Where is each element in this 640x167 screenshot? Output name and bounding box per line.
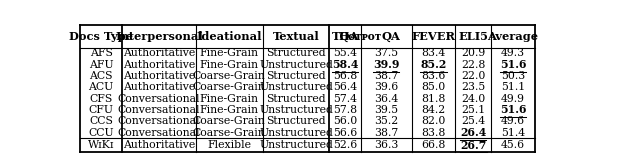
Text: Structured: Structured: [266, 71, 326, 81]
Text: 50.3: 50.3: [501, 71, 525, 81]
Text: 38.7: 38.7: [374, 128, 399, 138]
Text: Unstructured: Unstructured: [259, 140, 333, 150]
Text: 22.0: 22.0: [461, 71, 486, 81]
Text: 58.4: 58.4: [332, 59, 358, 70]
Text: 22.8: 22.8: [461, 60, 486, 70]
Text: Unstructured: Unstructured: [259, 128, 333, 138]
Text: TQA: TQA: [332, 31, 359, 42]
Text: AFS: AFS: [90, 48, 113, 58]
Text: ACS: ACS: [90, 71, 113, 81]
Text: 82.0: 82.0: [422, 116, 446, 126]
Text: Docs Type: Docs Type: [69, 31, 133, 42]
Text: Coarse-Grain: Coarse-Grain: [193, 128, 266, 138]
Text: Structured: Structured: [266, 48, 326, 58]
Text: CFS: CFS: [90, 94, 113, 104]
Text: 39.5: 39.5: [374, 105, 398, 115]
Text: Conversational: Conversational: [118, 94, 200, 104]
Text: 56.4: 56.4: [333, 82, 357, 92]
Text: Conversational: Conversational: [118, 116, 200, 126]
Text: 52.6: 52.6: [333, 140, 357, 150]
Text: Unstructured: Unstructured: [259, 60, 333, 70]
Text: Fine-Grain: Fine-Grain: [200, 94, 259, 104]
Text: 49.6: 49.6: [501, 116, 525, 126]
Text: Ideational: Ideational: [196, 31, 262, 42]
Text: Structured: Structured: [266, 116, 326, 126]
Text: 36.4: 36.4: [374, 94, 399, 104]
Text: CCS: CCS: [89, 116, 113, 126]
Text: 51.6: 51.6: [500, 59, 526, 70]
Text: 49.3: 49.3: [501, 48, 525, 58]
Text: 39.9: 39.9: [373, 59, 399, 70]
Text: 84.2: 84.2: [422, 105, 446, 115]
Text: 56.0: 56.0: [333, 116, 357, 126]
Text: 39.6: 39.6: [374, 82, 399, 92]
Text: Authoritative: Authoritative: [123, 60, 195, 70]
Text: 23.5: 23.5: [461, 82, 486, 92]
Text: AFU: AFU: [89, 60, 113, 70]
Text: ACU: ACU: [88, 82, 114, 92]
Text: 66.8: 66.8: [422, 140, 446, 150]
Text: Fine-Grain: Fine-Grain: [200, 105, 259, 115]
Text: QA: QA: [381, 31, 400, 42]
Text: 36.3: 36.3: [374, 140, 399, 150]
Text: 55.4: 55.4: [333, 48, 357, 58]
Text: 51.6: 51.6: [500, 104, 526, 115]
Text: Average: Average: [488, 31, 538, 42]
Text: 51.4: 51.4: [501, 128, 525, 138]
Text: Conversational: Conversational: [118, 105, 200, 115]
Text: 83.6: 83.6: [422, 71, 446, 81]
Text: CCU: CCU: [88, 128, 114, 138]
Text: 24.0: 24.0: [461, 94, 486, 104]
Text: Coarse-Grain: Coarse-Grain: [193, 82, 266, 92]
Text: Textual: Textual: [273, 31, 319, 42]
Text: Fine-Grain: Fine-Grain: [200, 48, 259, 58]
Text: 56.8: 56.8: [333, 71, 357, 81]
Text: 26.4: 26.4: [460, 127, 486, 138]
Text: Conversational: Conversational: [118, 128, 200, 138]
Text: 85.2: 85.2: [420, 59, 447, 70]
Text: Authoritative: Authoritative: [123, 48, 195, 58]
Text: Hᴏᴛᴘᴏᴛ: Hᴏᴛᴘᴏᴛ: [338, 31, 381, 42]
Text: Unstructured: Unstructured: [259, 105, 333, 115]
Text: 45.6: 45.6: [501, 140, 525, 150]
Text: 26.7: 26.7: [460, 140, 486, 151]
Text: Flexible: Flexible: [207, 140, 251, 150]
Text: 20.9: 20.9: [461, 48, 486, 58]
Text: FEVER: FEVER: [412, 31, 456, 42]
Text: 57.8: 57.8: [333, 105, 357, 115]
Text: Fine-Grain: Fine-Grain: [200, 60, 259, 70]
Text: 37.5: 37.5: [374, 48, 398, 58]
Text: 85.0: 85.0: [422, 82, 446, 92]
Text: 81.8: 81.8: [422, 94, 446, 104]
Text: 83.8: 83.8: [422, 128, 446, 138]
Text: Coarse-Grain: Coarse-Grain: [193, 116, 266, 126]
Text: Coarse-Grain: Coarse-Grain: [193, 71, 266, 81]
Text: 25.1: 25.1: [461, 105, 486, 115]
Text: 25.4: 25.4: [461, 116, 485, 126]
Text: Authoritative: Authoritative: [123, 71, 195, 81]
Text: 57.4: 57.4: [333, 94, 357, 104]
Text: WɪKɪ: WɪKɪ: [88, 140, 115, 150]
Text: CFU: CFU: [88, 105, 113, 115]
Text: 56.6: 56.6: [333, 128, 357, 138]
Text: Structured: Structured: [266, 94, 326, 104]
Text: 38.7: 38.7: [374, 71, 399, 81]
Text: ELI5: ELI5: [458, 31, 488, 42]
Text: 83.4: 83.4: [422, 48, 446, 58]
Text: Unstructured: Unstructured: [259, 82, 333, 92]
Text: 51.1: 51.1: [501, 82, 525, 92]
Text: 49.9: 49.9: [501, 94, 525, 104]
Text: Authoritative: Authoritative: [123, 140, 195, 150]
Text: 35.2: 35.2: [374, 116, 399, 126]
Text: Interpersonal: Interpersonal: [115, 31, 203, 42]
Text: Authoritative: Authoritative: [123, 82, 195, 92]
